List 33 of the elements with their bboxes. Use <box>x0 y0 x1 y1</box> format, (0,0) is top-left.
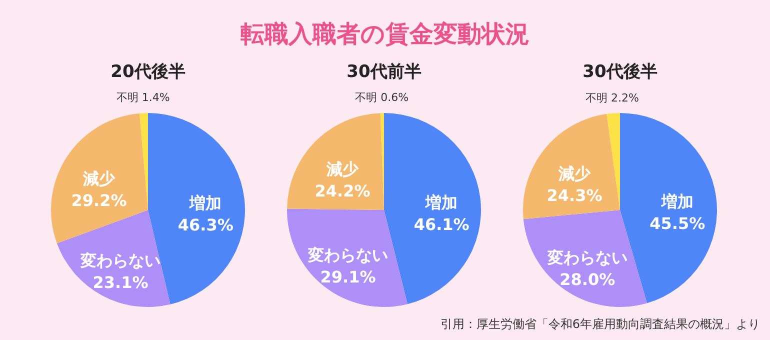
data-label: 46.1% <box>414 214 470 234</box>
data-label: 29.1% <box>320 267 376 286</box>
data-label: 24.3% <box>546 186 602 206</box>
pie-slice <box>287 113 384 210</box>
slice-label: 増加 <box>424 192 458 212</box>
slice-label: 不明 0.6% <box>355 91 409 104</box>
data-label: 46.3% <box>178 215 234 234</box>
pie-slice <box>139 113 148 210</box>
data-label: 45.5% <box>650 214 706 233</box>
pie-slice <box>523 114 620 220</box>
chart-title: 30代後半 <box>582 62 658 82</box>
pie-slice <box>606 113 620 210</box>
slice-label: 減少 <box>325 160 360 179</box>
chart-title: 30代前半 <box>346 62 422 82</box>
slice-label: 変わらない <box>80 251 161 270</box>
pie-slice <box>523 210 648 307</box>
pie-slice <box>287 208 408 307</box>
slice-label: 不明 1.4% <box>116 91 170 104</box>
text: 転職入職者の賃金変動状況 <box>240 19 530 50</box>
slice-label: 減少 <box>558 164 592 184</box>
chart-title: 20代後半 <box>110 62 186 82</box>
data-label: 28.0% <box>560 270 616 289</box>
data-label: 29.2% <box>71 190 127 210</box>
slice-label: 変わらない <box>546 248 628 267</box>
data-label: 24.2% <box>314 182 370 201</box>
slice-label: 増加 <box>660 192 694 211</box>
slice-label: 不明 2.2% <box>586 91 639 104</box>
slice-label: 増加 <box>188 193 222 212</box>
data-label: 23.1% <box>92 273 148 292</box>
pie-slice <box>51 113 148 244</box>
slice-label: 減少 <box>82 168 116 188</box>
slice-label: 変わらない <box>307 245 388 264</box>
text: 引用：厚生労働省「令和6年雇用動向調査結果の概況」より <box>440 316 760 333</box>
